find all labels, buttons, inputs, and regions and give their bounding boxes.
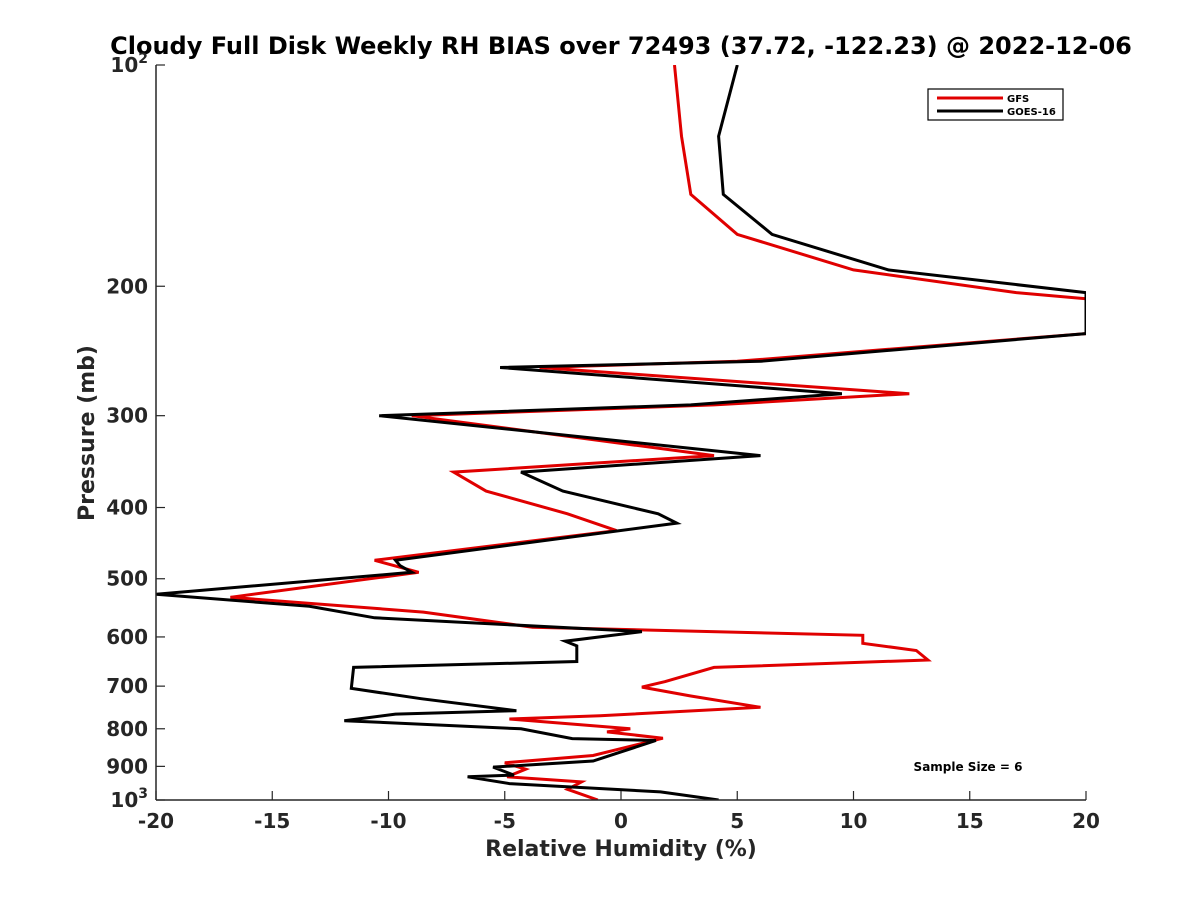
- chart-title: Cloudy Full Disk Weekly RH BIAS over 724…: [110, 32, 1132, 60]
- x-tick-label: 0: [614, 809, 628, 833]
- y-tick-label: 103: [110, 786, 148, 812]
- y-axis-label: Pressure (mb): [75, 345, 100, 521]
- sample-size-annotation: Sample Size = 6: [914, 760, 1023, 774]
- legend-box: [927, 88, 1064, 121]
- y-tick-label: 800: [106, 717, 148, 741]
- y-tick-label: 600: [106, 625, 148, 649]
- legend-label-gfs: GFS: [1007, 94, 1029, 105]
- x-tick-label: 20: [1072, 809, 1100, 833]
- x-tick-label: 15: [956, 809, 984, 833]
- x-tick-label: -15: [254, 809, 290, 833]
- y-tick-label: 102: [110, 51, 148, 77]
- y-tick-label: 900: [106, 754, 148, 778]
- x-tick-label: -5: [494, 809, 516, 833]
- x-tick-label: 10: [840, 809, 868, 833]
- y-tick-label: 400: [106, 496, 148, 520]
- y-tick-label: 200: [106, 274, 148, 298]
- x-tick-label: -10: [370, 809, 406, 833]
- y-tick-label: 500: [106, 567, 148, 591]
- x-axis-label: Relative Humidity (%): [485, 837, 757, 862]
- x-tick-label: 5: [730, 809, 744, 833]
- legend-label-goes16: GOES-16: [1007, 107, 1056, 118]
- series-layer: [156, 65, 1086, 800]
- legend: GFS GOES-16: [927, 88, 1064, 121]
- series-line-goes16: [156, 65, 1086, 800]
- x-tick-label: -20: [138, 809, 174, 833]
- axes-layer: -20 -15 -10 -5 0 5 10 15 20 102 200 300 400 500 600 700…: [106, 51, 1100, 833]
- y-tick-label: 700: [106, 674, 148, 698]
- y-tick-label: 300: [106, 404, 148, 428]
